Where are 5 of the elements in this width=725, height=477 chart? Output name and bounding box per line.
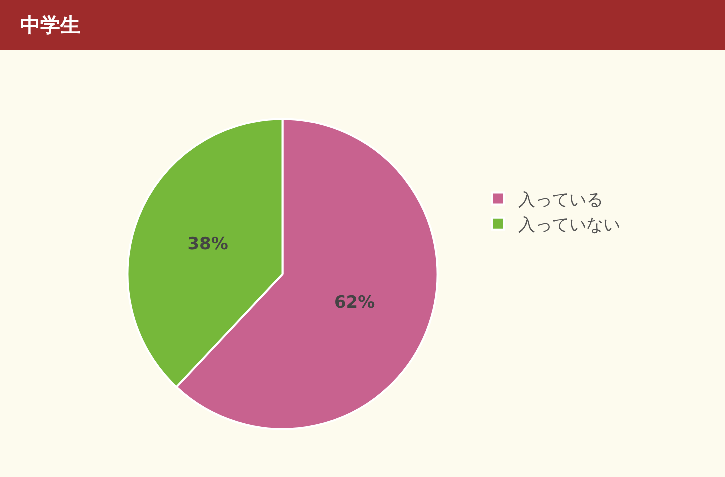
data-label: 62%: [334, 292, 376, 313]
legend-label: 入っていない: [518, 216, 620, 236]
chart-title: 中学生: [20, 13, 80, 37]
legend-label: 入っている: [518, 190, 604, 210]
data-label: 38%: [188, 234, 228, 255]
